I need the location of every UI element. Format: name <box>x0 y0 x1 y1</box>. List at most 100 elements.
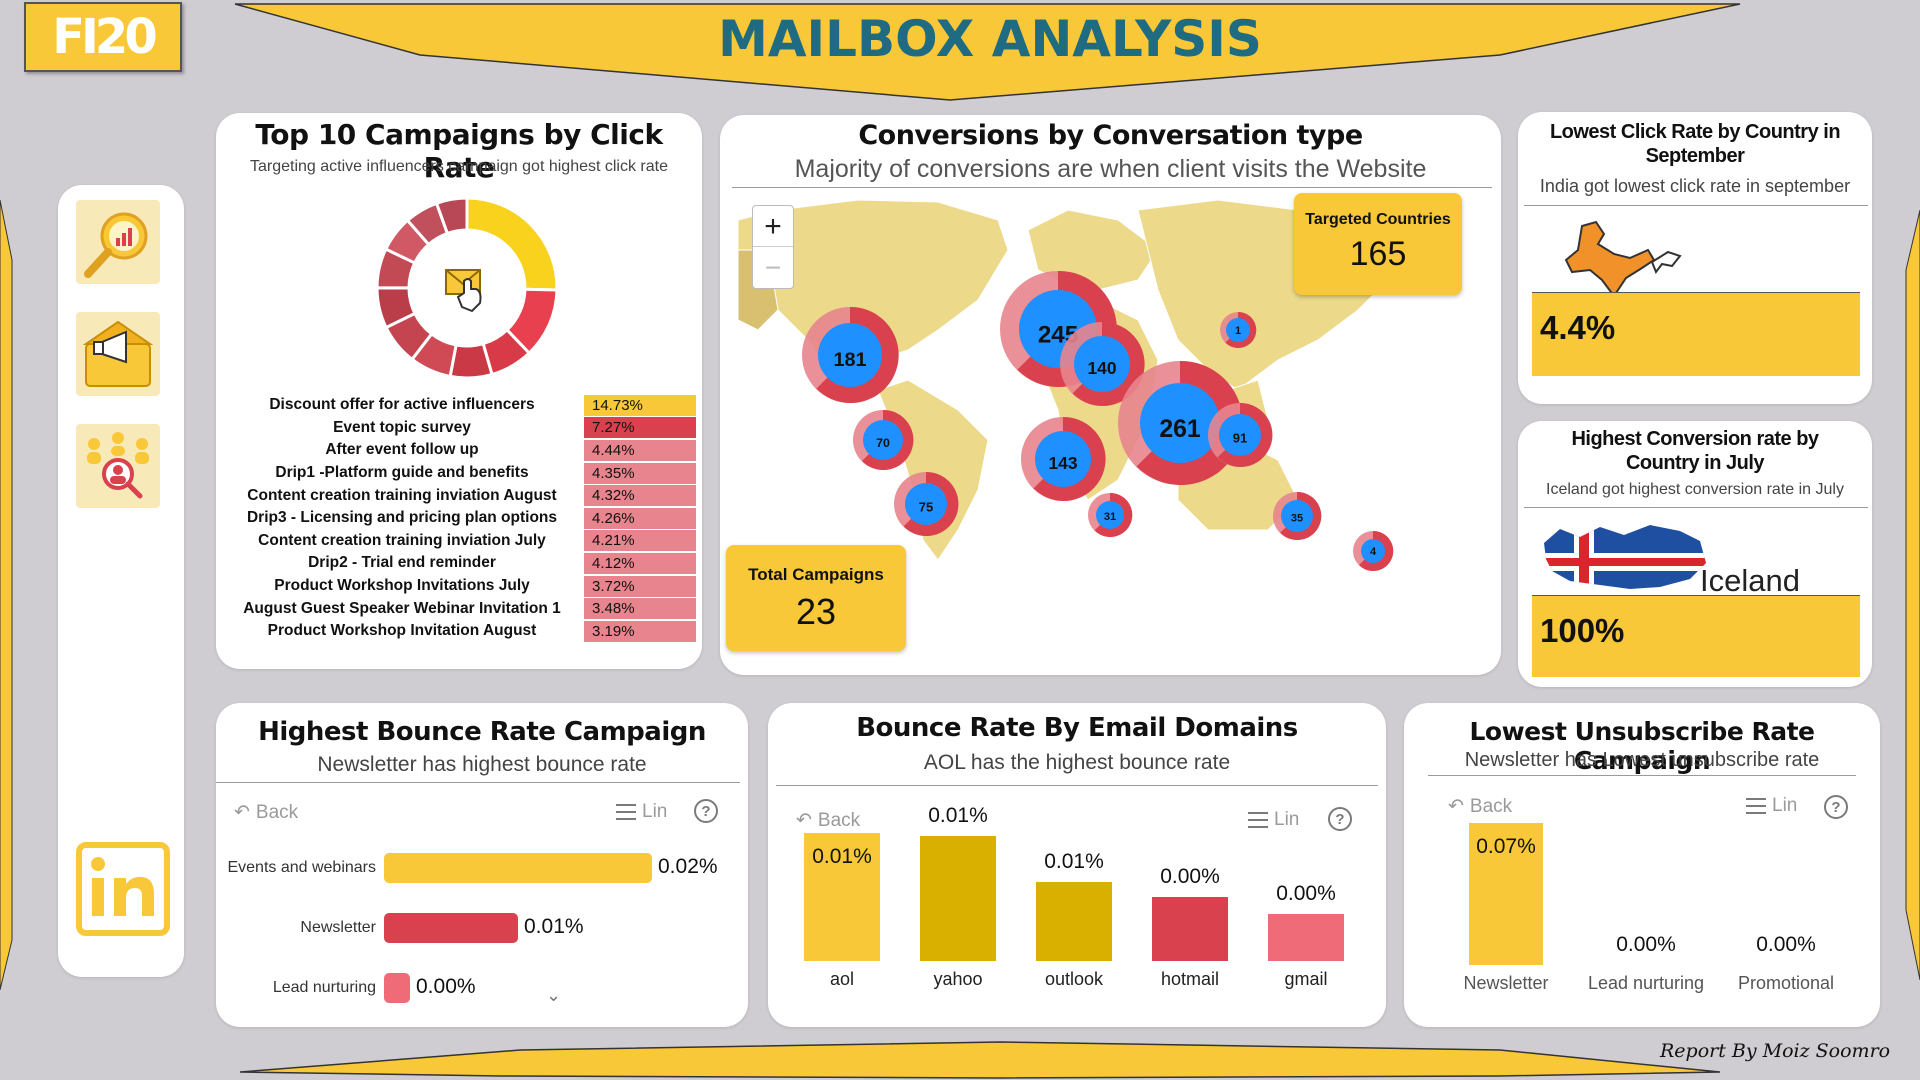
total-campaigns-value: 23 <box>795 591 837 632</box>
bar-value-label: 0.00% <box>1756 933 1816 956</box>
page-title: MAILBOX ANALYSIS <box>718 10 1262 68</box>
conversion-bubble[interactable]: 75 <box>894 471 959 536</box>
map-subtitle: Majority of conversions are when client … <box>794 155 1427 183</box>
back-button[interactable]: ↶ Back <box>234 801 299 824</box>
lowest-click-card: Lowest Click Rate by Country in Septembe… <box>1518 112 1872 404</box>
help-button[interactable]: ? <box>1328 807 1352 831</box>
bar-value-label: 0.02% <box>658 855 718 878</box>
report-credit: Report By Moiz Soomro <box>1660 1040 1891 1062</box>
bar-category-label: yahoo <box>933 969 983 989</box>
campaign-click-rate: 14.73% <box>584 394 696 416</box>
chevron-down-icon[interactable]: ⌄ <box>546 985 562 1005</box>
bounce-domains-subtitle: AOL has the highest bounce rate <box>923 751 1231 774</box>
list-view-button[interactable]: Lin <box>616 801 667 823</box>
bar[interactable] <box>384 913 518 943</box>
campaign-name: Drip3 - Licensing and pricing plan optio… <box>246 509 557 527</box>
list-icon <box>1248 812 1268 828</box>
bubble-label: 261 <box>1159 416 1201 443</box>
map-zoom-control: + − <box>752 205 794 289</box>
lowest-click-subtitle: India got lowest click rate in september <box>1539 176 1851 196</box>
bar-category-label: Promotional <box>1737 973 1835 993</box>
bar-value-label: 0.07% <box>1476 835 1536 858</box>
donut-slice[interactable] <box>434 196 469 236</box>
bar[interactable] <box>920 835 996 961</box>
mail-megaphone-icon[interactable] <box>76 312 160 396</box>
bubble-label: 31 <box>1104 511 1116 523</box>
total-campaigns-card: Total Campaigns 23 <box>726 545 906 651</box>
lowest-click-value-box: 4.4% <box>1532 292 1860 376</box>
list-view-button[interactable]: Lin <box>1746 795 1797 817</box>
campaign-row: Event topic survey 7.27% <box>216 417 696 440</box>
campaign-row: Content creation training inviation Augu… <box>216 484 696 507</box>
linkedin-icon[interactable] <box>76 842 170 936</box>
bar-category-label: Events and webinars <box>227 859 376 876</box>
campaign-row: Drip2 - Trial end reminder 4.12% <box>216 552 696 575</box>
conversion-bubble[interactable]: 35 <box>1273 491 1322 540</box>
campaign-row: Drip1 -Platform guide and benefits 4.35% <box>216 462 696 485</box>
conversion-bubble[interactable]: 1 <box>1220 311 1257 348</box>
bar[interactable] <box>384 973 410 1003</box>
highest-conv-subtitle: Iceland got highest conversion rate in J… <box>1546 481 1844 498</box>
bar[interactable] <box>804 833 880 961</box>
india-map-icon <box>1564 220 1682 298</box>
targeted-countries-value: 165 <box>1349 235 1407 273</box>
bubble-label: 1 <box>1235 325 1241 337</box>
bubble-label: 4 <box>1370 546 1377 558</box>
campaign-name: Content creation training inviation Augu… <box>247 486 557 504</box>
mail-click-icon <box>445 269 482 313</box>
help-icon: ? <box>1824 795 1848 819</box>
bar-category-label: gmail <box>1284 969 1328 989</box>
bounce-campaign-subtitle: Newsletter has highest bounce rate <box>317 753 647 776</box>
conversions-map-card: Conversions by Conversation type Majorit… <box>720 115 1501 675</box>
campaign-name: Drip2 - Trial end reminder <box>308 554 496 572</box>
donut-segments <box>375 196 559 380</box>
back-button[interactable]: ↶ Back <box>796 809 861 832</box>
total-campaigns-label: Total Campaigns <box>748 565 884 584</box>
conversion-bubble[interactable]: 143 <box>1021 416 1106 501</box>
bubble-label: 70 <box>876 436 890 450</box>
bounce-domains-card: Bounce Rate By Email Domains AOL has the… <box>768 703 1386 1027</box>
campaign-name: Content creation training inviation July <box>258 531 546 549</box>
conversion-bubble[interactable]: 4 <box>1353 530 1394 571</box>
campaign-click-rate: 4.35% <box>584 462 696 484</box>
help-button[interactable]: ? <box>1824 795 1848 819</box>
bubble-label: 75 <box>919 499 933 514</box>
bar[interactable] <box>384 853 652 883</box>
bar-category-label: Newsletter <box>300 919 376 936</box>
campaign-row: Product Workshop Invitations July 3.72% <box>216 575 696 598</box>
bounce-campaign-chart: Events and webinars 0.02% Newsletter 0.01% L… <box>216 833 748 1023</box>
conversion-bubble[interactable]: 31 <box>1088 492 1133 537</box>
bar-category-label: outlook <box>1044 969 1104 989</box>
audience-search-icon[interactable] <box>76 424 160 508</box>
help-button[interactable]: ? <box>694 799 718 823</box>
unsub-title: Lowest Unsubscribe Rate Campaign <box>1469 717 1815 775</box>
list-icon <box>1746 798 1766 814</box>
analytics-icon[interactable] <box>76 200 160 284</box>
conversion-bubble[interactable]: 140 <box>1060 321 1145 406</box>
back-button[interactable]: ↶ Back <box>1448 795 1513 818</box>
conversion-bubble[interactable]: 91 <box>1208 402 1273 467</box>
bar-value-label: 0.01% <box>928 803 988 827</box>
conversion-bubble[interactable]: 181 <box>802 306 899 403</box>
bar[interactable] <box>1268 913 1344 961</box>
top-campaigns-subtitle: Targeting active influencers campaign go… <box>250 158 668 175</box>
campaign-name: Discount offer for active influencers <box>269 396 535 414</box>
map-title: Conversions by Conversation type <box>858 120 1363 151</box>
bar-value-label: 0.00% <box>1160 865 1220 888</box>
campaign-list: Discount offer for active influencers 14.… <box>216 394 702 644</box>
bar-category-label: Newsletter <box>1463 973 1549 993</box>
zoom-in-button[interactable]: + <box>753 206 793 247</box>
bubble-label: 143 <box>1049 453 1078 473</box>
highest-conv-country: Iceland <box>1700 563 1800 598</box>
list-view-button[interactable]: Lin <box>1248 809 1299 831</box>
lowest-click-title: Lowest Click Rate by Country in Septembe… <box>1549 121 1841 167</box>
bar-value-label: 0.00% <box>1276 881 1336 905</box>
zoom-out-button[interactable]: − <box>764 252 782 283</box>
campaign-click-rate: 4.44% <box>584 439 696 461</box>
conversion-bubble[interactable]: 70 <box>853 409 914 470</box>
bar[interactable] <box>1152 897 1228 961</box>
campaign-name: Drip1 -Platform guide and benefits <box>275 464 529 482</box>
bar[interactable] <box>1036 881 1112 961</box>
bar[interactable] <box>1469 823 1543 965</box>
